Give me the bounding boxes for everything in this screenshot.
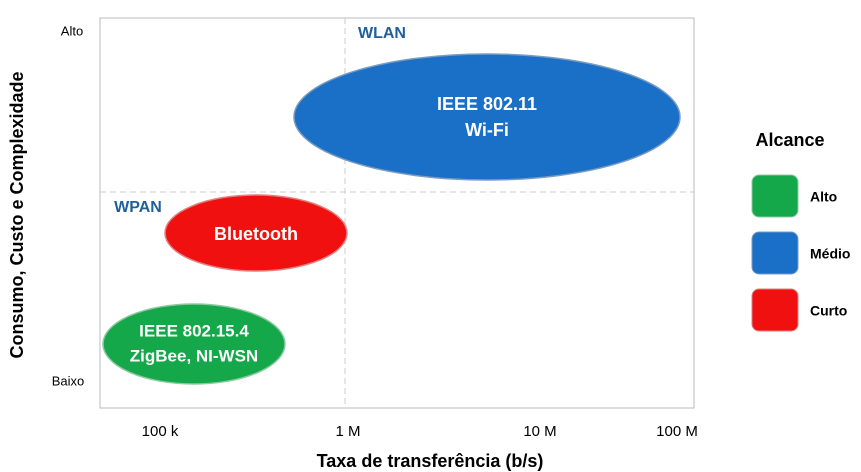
legend-label: Médio (810, 246, 850, 262)
legend-label: Alto (810, 189, 837, 205)
legend-swatch (751, 231, 799, 275)
node-text: Bluetooth (214, 224, 298, 244)
node-text: Wi-Fi (465, 120, 509, 140)
legend-swatch (751, 288, 799, 332)
x-label: 100 k (142, 423, 179, 440)
node-text: IEEE 802.15.4 (139, 321, 249, 340)
x-label: 1 M (335, 423, 360, 440)
x-label: 100 M (656, 423, 698, 440)
x-title: Taxa de transferência (b/s) (317, 451, 544, 471)
node-text: ZigBee, NI-WSN (130, 346, 258, 365)
wpan-ellipse (164, 194, 348, 272)
y-label: Alto (61, 23, 83, 38)
node-text: IEEE 802.11 (437, 94, 537, 114)
y-label: Baixo (52, 373, 85, 388)
wlan-ellipse (293, 53, 681, 181)
region-label: WLAN (358, 25, 406, 42)
legend-swatch (751, 174, 799, 218)
region-label: WPAN (114, 199, 162, 216)
legend-title: Alcance (755, 130, 824, 150)
zigbee-ellipse (102, 303, 286, 385)
y-title: Consumo, Custo e Complexidade (7, 71, 27, 358)
legend-label: Curto (810, 303, 847, 319)
x-label: 10 M (523, 423, 556, 440)
